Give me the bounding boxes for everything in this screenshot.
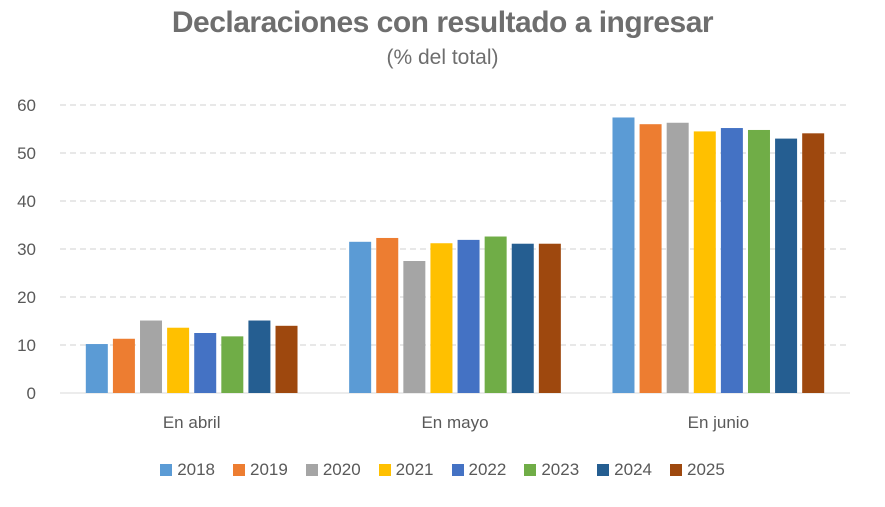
legend-swatch [597,464,610,476]
bar-2018-2 [349,241,372,393]
x-category-label: En mayo [421,413,488,432]
bar-2019-1 [112,338,135,393]
bar-2019-2 [376,237,399,393]
bar-2024-1 [248,320,271,393]
y-tick-label: 60 [17,96,36,115]
bar-chart: 0 10 20 30 40 50 60 En abril En mayo En junio [17,96,850,432]
bar-2023-1 [221,336,244,393]
bar-2022-1 [194,333,217,393]
legend-swatch [524,464,537,476]
legend-item: 2025 [669,460,725,480]
chart-subtitle: (% del total) [386,46,499,69]
legend-item: 2024 [597,460,652,480]
legend-item: 2018 [160,460,215,480]
legend-item: 2020 [305,460,361,480]
bar-2018-3 [612,117,635,393]
y-tick-label: 30 [17,240,36,259]
legend-label: 2022 [468,460,507,479]
bar-2019-3 [639,124,662,393]
legend-label: 2025 [686,460,725,479]
y-tick-label: 0 [27,384,36,403]
y-tick-label: 40 [17,192,36,211]
legend-swatch [233,464,246,476]
legend-label: 2021 [395,460,434,479]
bar-2025-2 [538,243,561,393]
chart-legend: 2018 2019 2020 2021 2022 2023 2024 2025 [0,460,885,480]
legend-item: 2022 [451,460,507,480]
bar-2020-2 [403,261,426,393]
y-tick-label: 10 [17,336,36,355]
bar-2024-3 [775,138,798,393]
legend-label: 2018 [177,460,216,479]
bar-2025-1 [275,325,298,393]
legend-label: 2024 [614,460,652,479]
legend-swatch [305,464,318,476]
legend-label: 2020 [322,460,361,479]
bar-2021-2 [430,243,453,393]
bar-2022-3 [720,128,743,394]
legend-item: 2019 [233,460,288,480]
y-tick-label: 20 [17,288,36,307]
x-category-label: En junio [688,413,749,432]
bar-2023-3 [747,129,770,393]
legend-swatch [669,464,682,476]
legend-swatch [378,464,391,476]
legend-label: 2023 [541,460,580,479]
bar-2023-2 [484,236,507,393]
x-category-label: En abril [163,413,221,432]
bar-2018-1 [85,344,108,393]
bar-2020-3 [666,122,689,393]
bar-2025-3 [802,133,825,393]
legend-swatch [451,464,464,476]
legend-item: 2021 [378,460,434,480]
legend-label: 2019 [250,460,288,479]
bar-2020-1 [140,320,163,393]
y-tick-label: 50 [17,144,36,163]
bar-2024-2 [511,243,534,393]
legend-swatch [160,464,173,476]
bar-2021-3 [693,131,716,393]
bar-2021-1 [167,327,190,393]
chart-title: Declaraciones con resultado a ingresar [171,6,714,39]
legend-item: 2023 [524,460,579,480]
bar-2022-2 [457,239,480,393]
